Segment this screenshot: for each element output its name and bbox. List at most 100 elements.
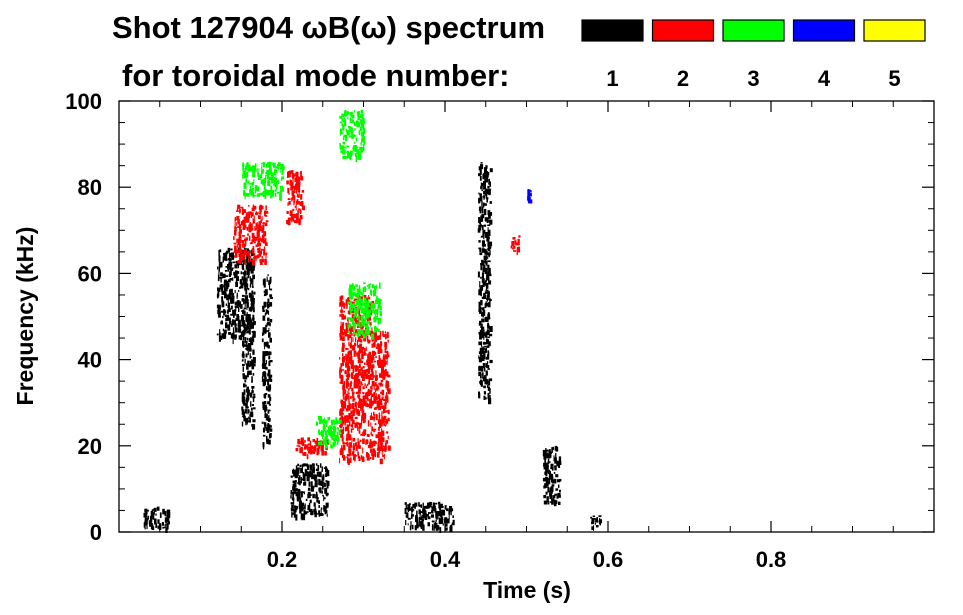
spectral-mark — [252, 212, 254, 217]
spectral-mark — [228, 258, 231, 261]
spectral-mark — [268, 180, 271, 186]
spectral-mark — [264, 258, 267, 265]
spectral-mark — [332, 442, 336, 447]
spectral-mark — [242, 356, 245, 359]
spectral-mark — [316, 499, 319, 503]
spectral-mark — [246, 312, 248, 316]
spectral-mark — [479, 193, 482, 197]
spectral-mark — [230, 305, 233, 310]
spectral-mark — [242, 395, 244, 399]
spectral-mark — [323, 482, 326, 487]
spectral-mark — [593, 518, 596, 520]
spectral-mark — [262, 378, 265, 385]
spectral-mark — [351, 284, 354, 290]
spectral-mark — [340, 408, 342, 411]
spectral-mark — [478, 166, 481, 171]
spectral-mark — [247, 350, 249, 356]
spectral-mark — [296, 198, 299, 205]
spectral-mark — [354, 298, 358, 301]
spectral-mark — [382, 330, 384, 336]
spectral-mark — [373, 286, 377, 290]
spectral-mark — [324, 438, 327, 444]
spectral-mark — [228, 332, 231, 335]
spectral-mark — [237, 243, 239, 249]
spectral-mark — [377, 336, 381, 340]
spectral-mark — [338, 419, 342, 424]
spectral-mark — [307, 471, 311, 478]
spectral-mark — [487, 351, 490, 355]
spectral-mark — [377, 360, 381, 366]
spectral-mark — [249, 276, 251, 282]
spectral-mark — [339, 333, 342, 337]
spectral-mark — [267, 274, 269, 277]
spectral-mark — [243, 299, 246, 301]
spectral-mark — [362, 323, 365, 327]
spectral-mark — [234, 227, 237, 233]
spectral-mark — [162, 526, 165, 529]
spectral-mark — [257, 238, 260, 243]
spectral-mark — [233, 242, 237, 245]
spectral-mark — [253, 219, 255, 224]
spectral-mark — [450, 524, 453, 527]
spectral-mark — [489, 215, 491, 219]
spectral-mark — [381, 389, 385, 396]
spectral-mark — [530, 190, 532, 192]
spectral-mark — [482, 375, 484, 379]
spectral-mark — [227, 309, 229, 314]
spectral-mark — [242, 363, 245, 366]
spectral-mark — [411, 524, 414, 530]
spectral-mark — [546, 467, 548, 473]
spectral-mark — [367, 331, 371, 334]
spectral-region — [510, 235, 521, 255]
spectral-mark — [304, 468, 306, 472]
spectral-mark — [352, 337, 354, 342]
spectral-mark — [518, 235, 521, 238]
spectral-mark — [375, 413, 378, 419]
legend-swatch-mode-5 — [863, 19, 926, 42]
spectral-mark — [166, 510, 169, 517]
spectral-mark — [241, 258, 243, 264]
spectral-mark — [439, 527, 442, 533]
spectral-mark — [265, 386, 268, 391]
spectral-mark — [249, 242, 253, 245]
spectral-mark — [230, 334, 232, 339]
spectral-mark — [269, 276, 272, 283]
spectral-mark — [374, 423, 377, 426]
spectral-mark — [294, 480, 297, 483]
spectral-mark — [330, 420, 333, 426]
spectral-mark — [244, 192, 246, 200]
spectral-mark — [345, 374, 347, 377]
spectral-mark — [318, 501, 320, 504]
spectral-mark — [323, 495, 325, 502]
spectral-mark — [543, 464, 547, 470]
spectral-mark — [368, 379, 370, 385]
spectral-mark — [387, 417, 390, 422]
spectral-mark — [250, 295, 254, 300]
spectral-mark — [245, 353, 248, 358]
spectral-mark — [347, 362, 350, 367]
spectral-mark — [348, 335, 352, 338]
spectral-mark — [250, 211, 253, 218]
spectral-mark — [375, 441, 377, 445]
spectral-mark — [146, 509, 149, 512]
spectral-mark — [269, 397, 271, 402]
spectral-mark — [365, 346, 367, 352]
spectral-mark — [298, 477, 300, 483]
spectral-mark — [357, 438, 359, 444]
spectral-mark — [250, 411, 252, 414]
spectral-mark — [340, 421, 343, 426]
spectral-mark — [346, 424, 350, 427]
spectral-mark — [484, 213, 486, 216]
spectral-mark — [529, 200, 531, 203]
spectral-mark — [232, 310, 235, 316]
spectral-mark — [256, 224, 260, 227]
spectral-mark — [355, 423, 358, 427]
spectral-mark — [371, 359, 374, 363]
spectral-mark — [232, 337, 234, 345]
spectral-mark — [310, 481, 313, 488]
spectral-mark — [236, 210, 239, 212]
spectral-mark — [372, 448, 376, 454]
spectral-mark — [361, 335, 364, 339]
spectral-mark — [225, 325, 228, 328]
spectral-mark — [415, 515, 418, 520]
